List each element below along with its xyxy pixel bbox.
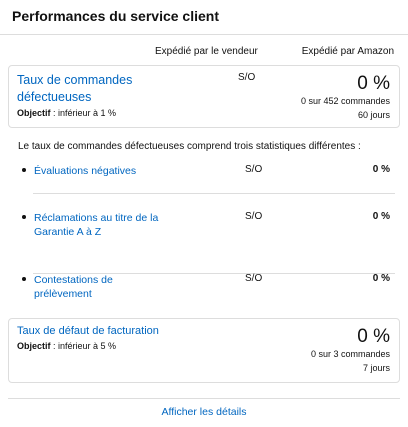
metric-link[interactable]: Taux de commandes défectueuses [17,73,133,104]
metric-card [8,65,400,128]
objective-text: : inférieur à 5 % [53,341,117,351]
seller-value: S/O [245,273,263,284]
objective-label: Objectif [17,108,51,118]
divider [8,398,400,399]
column-header: Expédié par Amazon [301,46,394,57]
seller-value: S/O [245,164,263,175]
bullet [22,215,26,219]
period: 7 jours [362,363,390,373]
order-count: 0 sur 3 commandes [310,349,390,359]
item-link[interactable]: Évaluations négatives [34,165,137,177]
metric-link[interactable]: Taux de défaut de facturation [17,325,159,337]
seller-value: S/O [238,72,256,83]
seller-value: S/O [245,211,263,222]
divider [33,193,395,194]
amazon-value: 0 % [357,73,390,94]
amazon-value: 0 % [357,326,390,347]
title: Performances du service client [12,8,219,24]
item-link[interactable]: Contestations de prélèvement [34,274,113,300]
objective: Objectif : inférieur à 1 % [17,108,116,118]
column-header: Expédié par le vendeur [155,46,258,57]
amazon-value: 0 % [372,164,390,175]
amazon-value: 0 % [372,273,390,284]
objective-label: Objectif [17,341,51,351]
order-count: 0 sur 452 commandes [300,96,390,106]
amazon-value: 0 % [372,211,390,222]
period: 60 jours [357,110,390,120]
bullet [22,168,26,172]
divider [33,273,395,274]
metric-card [8,318,400,383]
description: Le taux de commandes défectueuses compre… [18,141,361,152]
divider [0,34,408,35]
objective: Objectif : inférieur à 5 % [17,341,116,351]
details-link[interactable]: Afficher les détails [161,406,247,418]
objective-text: : inférieur à 1 % [53,108,117,118]
item-link[interactable]: Réclamations au titre de la Garantie A à… [34,212,159,238]
bullet [22,277,26,281]
